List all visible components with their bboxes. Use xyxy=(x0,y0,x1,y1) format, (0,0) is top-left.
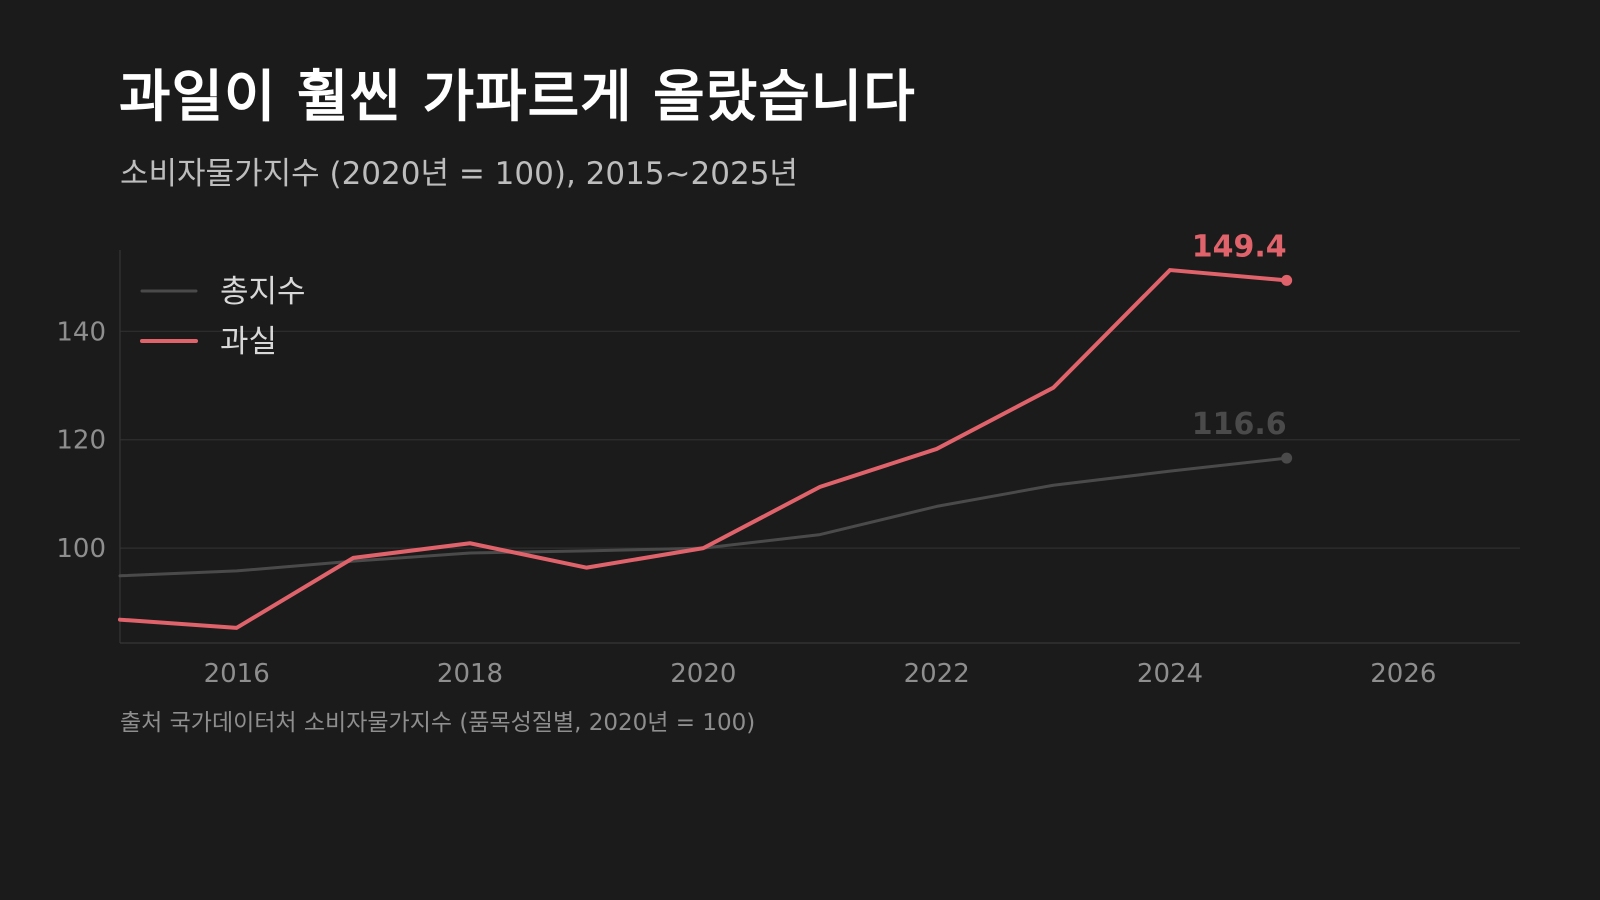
y-tick-label: 100 xyxy=(56,534,106,564)
series-end-point-1 xyxy=(1281,274,1293,286)
series-end-label-0: 116.6 xyxy=(1192,407,1287,442)
x-tick-label: 2026 xyxy=(1370,659,1436,689)
series-lines: 116.6 149.4 xyxy=(118,229,1293,630)
legend-label-1: 과실 xyxy=(220,324,277,360)
series-line-0 xyxy=(118,456,1289,578)
chart-title: 과일이 훨씬 가파르게 올랐습니다 xyxy=(119,65,916,130)
legend-label-0: 총지수 xyxy=(220,274,306,310)
y-tick-label: 120 xyxy=(56,426,106,456)
series-end-point-0 xyxy=(1281,452,1293,464)
axes: 100 120 140 2016 2018 2020 2022 2024 2026 xyxy=(56,250,1520,689)
chart-subtitle: 소비자물가지수 (2020년 = 100), 2015~2025년 xyxy=(120,156,798,192)
x-tick-label: 2022 xyxy=(904,659,970,689)
series-end-label-1: 149.4 xyxy=(1192,229,1287,264)
y-tick-label: 140 xyxy=(56,317,106,347)
x-tick-label: 2020 xyxy=(670,659,736,689)
x-tick-label: 2016 xyxy=(204,659,270,689)
gridlines xyxy=(120,330,1520,549)
chart-source: 출처 국가데이터처 소비자물가지수 (품목성질별, 2020년 = 100) xyxy=(120,710,756,736)
x-tick-label: 2024 xyxy=(1137,659,1203,689)
x-tick-label: 2018 xyxy=(437,659,503,689)
series-line-1 xyxy=(118,268,1289,630)
